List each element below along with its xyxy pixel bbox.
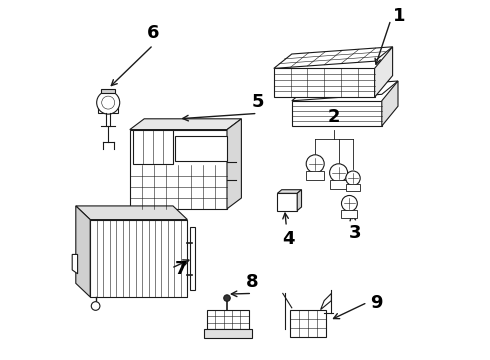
Polygon shape	[76, 206, 90, 297]
Polygon shape	[227, 119, 242, 209]
Polygon shape	[98, 101, 118, 113]
Circle shape	[306, 155, 324, 173]
Polygon shape	[292, 101, 382, 126]
Polygon shape	[130, 130, 227, 209]
Polygon shape	[297, 190, 301, 211]
Polygon shape	[320, 293, 331, 310]
Circle shape	[224, 295, 230, 301]
Text: 6: 6	[147, 24, 159, 42]
Polygon shape	[342, 210, 357, 218]
Circle shape	[97, 91, 120, 114]
Text: 2: 2	[328, 108, 341, 126]
Text: 8: 8	[246, 273, 259, 291]
Polygon shape	[175, 136, 227, 161]
Polygon shape	[277, 190, 301, 193]
Polygon shape	[204, 329, 252, 338]
Polygon shape	[292, 81, 398, 101]
Polygon shape	[346, 184, 360, 191]
Polygon shape	[190, 227, 196, 290]
Polygon shape	[130, 119, 242, 130]
Polygon shape	[101, 89, 116, 93]
Polygon shape	[330, 180, 347, 189]
Text: 7: 7	[175, 260, 187, 278]
Polygon shape	[90, 220, 187, 297]
Polygon shape	[72, 255, 77, 274]
Polygon shape	[306, 171, 324, 180]
Polygon shape	[374, 47, 392, 97]
Text: 5: 5	[251, 93, 264, 111]
Polygon shape	[290, 310, 326, 337]
Polygon shape	[76, 206, 187, 220]
Circle shape	[346, 171, 360, 185]
Polygon shape	[274, 68, 374, 97]
Polygon shape	[382, 81, 398, 126]
Circle shape	[102, 96, 115, 109]
Polygon shape	[274, 47, 392, 68]
Circle shape	[91, 302, 100, 310]
Text: 3: 3	[348, 224, 361, 242]
Circle shape	[330, 164, 347, 182]
Text: 9: 9	[370, 294, 383, 312]
Text: 1: 1	[392, 7, 405, 25]
Polygon shape	[133, 130, 172, 164]
Circle shape	[342, 195, 357, 211]
Polygon shape	[277, 193, 297, 211]
Text: 4: 4	[282, 230, 294, 248]
Polygon shape	[207, 310, 248, 329]
